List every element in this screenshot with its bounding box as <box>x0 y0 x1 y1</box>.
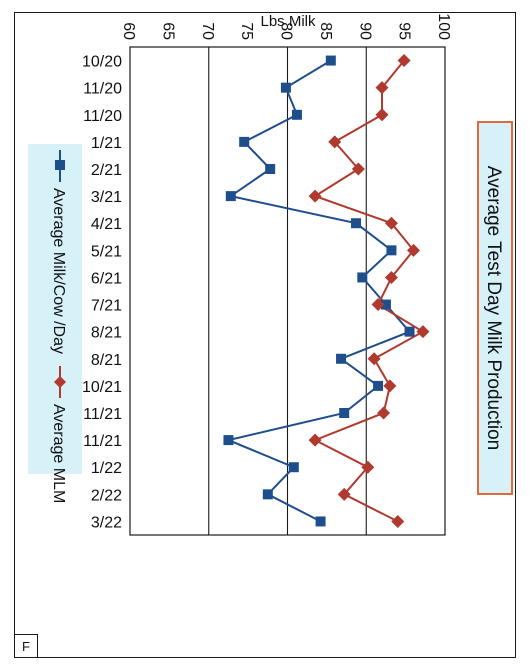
y-tick-label: 65 <box>159 22 176 40</box>
data-point <box>280 82 291 93</box>
data-point <box>336 353 347 364</box>
x-tick-label: 3/21 <box>91 189 122 206</box>
data-point <box>328 135 342 149</box>
x-tick-label: 1/22 <box>91 460 122 477</box>
data-point <box>375 108 389 122</box>
series-line <box>312 59 425 523</box>
data-point <box>371 298 385 312</box>
data-point <box>383 379 397 393</box>
legend-label-mlm: Average MLM <box>50 404 67 503</box>
data-point <box>223 435 234 446</box>
data-point <box>325 55 336 66</box>
series-line <box>225 59 412 523</box>
x-tick-label: 11/20 <box>83 81 122 98</box>
x-tick-label: 1/21 <box>91 135 122 152</box>
chart-title: Average Test Day Milk Production <box>483 166 504 450</box>
x-tick-label: 7/21 <box>91 298 122 315</box>
data-point <box>391 514 405 528</box>
x-tick-label: 8/21 <box>91 352 122 369</box>
data-point <box>373 380 384 391</box>
data-point <box>308 433 322 447</box>
legend-marker-milk <box>55 160 65 170</box>
x-tick-label: 2/22 <box>91 487 122 504</box>
x-tick-label: 11/21 <box>83 433 122 450</box>
x-tick-label: 10/21 <box>82 379 122 396</box>
x-tick-label: 4/21 <box>91 216 122 233</box>
legend-marker-mlm <box>54 376 66 388</box>
legend-box <box>28 144 82 474</box>
y-axis-label: Lbs Milk <box>260 13 316 30</box>
y-tick-label: 70 <box>199 22 216 40</box>
data-point <box>404 326 415 337</box>
y-tick-label: 100 <box>435 13 452 40</box>
y-tick-label: 95 <box>396 22 413 40</box>
x-tick-label: 5/21 <box>91 243 122 260</box>
data-point <box>239 136 250 147</box>
data-point <box>339 408 350 418</box>
x-tick-label: 3/22 <box>91 514 122 531</box>
data-point <box>351 162 365 176</box>
y-tick-label: 85 <box>317 22 334 40</box>
x-tick-label: 8/21 <box>91 325 122 342</box>
data-point <box>225 191 236 202</box>
data-point <box>375 81 389 95</box>
legend-label-milk: Average Milk/Cow /Day <box>50 188 67 354</box>
data-point <box>407 243 420 257</box>
data-point <box>357 272 368 283</box>
x-tick-label: 10/20 <box>82 54 122 71</box>
data-point <box>380 299 391 310</box>
data-point <box>262 489 273 500</box>
x-tick-label: 11/21 <box>83 406 122 423</box>
y-tick-label: 60 <box>120 22 137 40</box>
panel-letter: F <box>14 634 38 658</box>
x-tick-label: 2/21 <box>91 162 122 179</box>
data-point <box>367 352 381 366</box>
data-point <box>315 516 326 527</box>
y-tick-label: 90 <box>356 22 373 40</box>
y-tick-label: 80 <box>278 22 295 40</box>
x-tick-label: 6/21 <box>91 270 122 287</box>
data-point <box>386 245 397 256</box>
x-tick-label: 11/20 <box>83 108 122 125</box>
data-point <box>265 164 276 174</box>
data-point <box>288 462 299 473</box>
data-point <box>291 109 302 120</box>
title-box <box>477 121 513 495</box>
data-point <box>351 218 362 229</box>
data-point <box>308 189 322 203</box>
y-tick-label: 75 <box>238 22 255 40</box>
